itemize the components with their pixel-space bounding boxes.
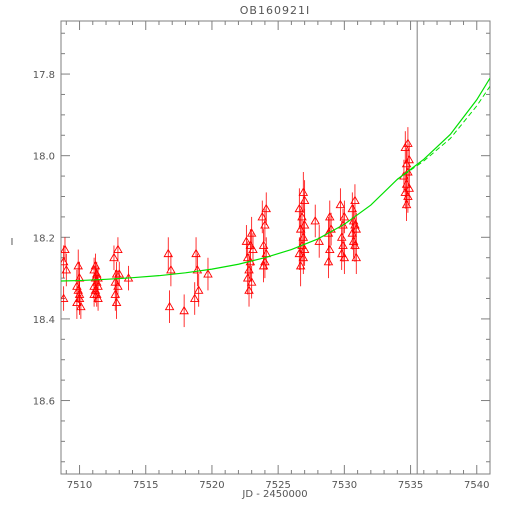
data-point <box>61 265 72 274</box>
data-point <box>261 203 272 213</box>
data-point <box>113 244 123 253</box>
model-curve <box>61 77 490 282</box>
data-point <box>323 256 334 266</box>
data-point <box>295 224 306 233</box>
data-point <box>401 158 412 168</box>
data-point <box>339 211 350 221</box>
data-point <box>299 220 310 229</box>
x-tick-label: 7540 <box>464 480 489 491</box>
data-point <box>109 252 119 262</box>
data-point <box>295 260 306 270</box>
data-point <box>61 244 70 253</box>
data-point <box>114 269 125 278</box>
x-tick-label: 7510 <box>67 480 92 491</box>
data-point <box>323 228 334 237</box>
data-point <box>203 269 213 278</box>
x-tick-label: 7520 <box>199 480 224 491</box>
x-tick-label: 7515 <box>133 480 158 491</box>
data-point <box>246 228 257 237</box>
data-point <box>310 216 320 225</box>
data-point <box>336 248 347 258</box>
data-point <box>244 265 254 274</box>
model-curve-dashed <box>397 86 490 180</box>
data-point <box>351 252 362 262</box>
data-point <box>294 248 305 258</box>
data-point <box>166 265 176 274</box>
data-point <box>339 252 350 262</box>
y-tick-label: 18.6 <box>33 397 55 408</box>
data-point <box>193 285 204 294</box>
data-point <box>113 281 123 290</box>
data-point <box>93 293 103 302</box>
data-point <box>110 289 121 298</box>
data-point <box>248 244 258 253</box>
data-point <box>192 265 203 274</box>
data-point <box>299 244 310 253</box>
y-tick-label: 18.0 <box>33 152 55 163</box>
y-tick-label: 18.2 <box>33 233 55 244</box>
x-axis-label: JD - 2450000 <box>241 489 307 500</box>
x-tick-label: 7535 <box>398 480 423 491</box>
data-point <box>298 187 309 196</box>
data-point <box>179 305 189 315</box>
data-point <box>246 277 257 286</box>
data-point <box>73 260 83 270</box>
data-point <box>314 236 324 245</box>
data-point <box>400 187 411 196</box>
data-point <box>403 191 413 200</box>
data-point <box>403 167 413 176</box>
data-point <box>242 252 253 262</box>
data-point <box>351 224 362 233</box>
data-point <box>61 256 69 266</box>
data-point <box>338 220 348 229</box>
data-point <box>401 199 412 209</box>
data-point <box>338 240 348 249</box>
data-point <box>241 236 252 245</box>
data-point <box>347 228 358 237</box>
data-point <box>347 203 358 213</box>
data-point <box>325 211 335 221</box>
data-point <box>261 248 272 258</box>
data-point <box>404 183 415 192</box>
data-point <box>401 179 412 188</box>
data-point <box>294 203 305 213</box>
data-point <box>298 232 309 241</box>
data-point <box>260 256 270 266</box>
data-point <box>89 265 99 274</box>
data-point <box>61 293 69 302</box>
data-point <box>244 285 254 294</box>
x-tick-label: 7530 <box>332 480 357 491</box>
data-point <box>335 199 346 209</box>
data-point <box>260 220 270 229</box>
data-point <box>403 138 413 147</box>
y-tick-label: 18.4 <box>33 315 55 326</box>
plot-frame <box>60 20 491 475</box>
chart-title: OB160921I <box>240 4 310 17</box>
data-point <box>400 142 411 151</box>
data-point <box>72 297 82 307</box>
data-point <box>325 244 335 253</box>
data-point <box>350 240 360 249</box>
data-point <box>298 252 309 262</box>
data-point <box>258 260 269 270</box>
x-tick-label: 7525 <box>265 480 290 491</box>
y-tick-label: 17.8 <box>33 70 55 81</box>
data-point <box>163 248 174 258</box>
data-point <box>189 293 200 302</box>
y-axis-label: I <box>11 237 14 248</box>
data-point <box>350 195 360 205</box>
data-point <box>76 301 86 311</box>
data-point <box>191 248 201 258</box>
data-point <box>93 273 103 282</box>
data-point <box>257 211 268 221</box>
data-point <box>297 211 307 221</box>
data-point <box>111 297 122 307</box>
data-point <box>74 289 85 298</box>
data-point <box>299 195 310 205</box>
data-point <box>258 240 269 249</box>
data-point <box>164 301 175 311</box>
data-point <box>404 154 415 164</box>
data-point <box>242 273 253 282</box>
